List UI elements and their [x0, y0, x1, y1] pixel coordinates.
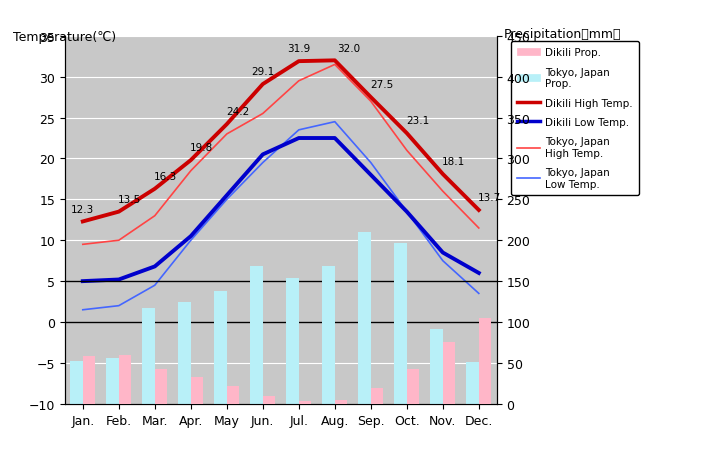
Line: Dikili High Temp.: Dikili High Temp.	[83, 61, 479, 222]
Bar	[251, 267, 263, 404]
Dikili High Temp.	[330, 58, 339, 64]
Text: 32.0: 32.0	[338, 44, 361, 53]
Dikili High Temp.	[150, 186, 159, 192]
Tokyo, Japan
Low Temp.	[294, 128, 303, 133]
Dikili High Temp.	[222, 122, 231, 128]
Dikili Low Temp.	[150, 264, 159, 269]
Tokyo, Japan
Low Temp.	[474, 291, 483, 297]
Tokyo, Japan
Low Temp.	[258, 161, 267, 166]
Bar	[466, 362, 479, 404]
Dikili Low Temp.	[474, 271, 483, 276]
Dikili Low Temp.	[258, 152, 267, 158]
Tokyo, Japan
High Temp.	[186, 168, 195, 174]
Dikili High Temp.	[402, 131, 411, 137]
Bar	[227, 386, 239, 404]
Dikili High Temp.	[258, 82, 267, 88]
Dikili Low Temp.	[366, 173, 375, 178]
Dikili High Temp.	[366, 95, 375, 101]
Tokyo, Japan
High Temp.	[474, 226, 483, 231]
Line: Tokyo, Japan
Low Temp.: Tokyo, Japan Low Temp.	[83, 123, 479, 310]
Dikili High Temp.	[438, 172, 447, 177]
Bar	[371, 388, 383, 404]
Bar	[359, 233, 371, 404]
Text: 31.9: 31.9	[287, 44, 310, 54]
Tokyo, Japan
Low Temp.	[402, 209, 411, 215]
Legend: Dikili Prop., Tokyo, Japan
Prop., Dikili High Temp., Dikili Low Temp., Tokyo, Ja: Dikili Prop., Tokyo, Japan Prop., Dikili…	[510, 42, 639, 196]
Tokyo, Japan
Low Temp.	[114, 303, 123, 309]
Y-axis label: Temperature(℃): Temperature(℃)	[13, 31, 116, 44]
Text: 12.3: 12.3	[71, 204, 94, 214]
Tokyo, Japan
High Temp.	[330, 62, 339, 68]
Bar	[142, 308, 155, 404]
Text: 16.3: 16.3	[154, 172, 177, 181]
Text: 19.8: 19.8	[190, 143, 213, 153]
Tokyo, Japan
Low Temp.	[186, 238, 195, 243]
Dikili Low Temp.	[114, 277, 123, 283]
Dikili High Temp.	[294, 59, 303, 65]
Bar	[191, 377, 203, 404]
Bar	[215, 291, 227, 404]
Text: 29.1: 29.1	[251, 67, 274, 77]
Bar	[155, 369, 167, 404]
Dikili Low Temp.	[330, 136, 339, 141]
Text: 13.7: 13.7	[478, 193, 501, 203]
Dikili High Temp.	[114, 209, 123, 215]
Bar	[71, 362, 83, 404]
Dikili Low Temp.	[222, 193, 231, 199]
Tokyo, Japan
Low Temp.	[330, 120, 339, 125]
Tokyo, Japan
Low Temp.	[222, 197, 231, 203]
Tokyo, Japan
Low Temp.	[150, 283, 159, 288]
Dikili High Temp.	[474, 208, 483, 213]
Tokyo, Japan
High Temp.	[114, 238, 123, 243]
Dikili High Temp.	[186, 158, 195, 163]
Bar	[263, 397, 275, 404]
Tokyo, Japan
High Temp.	[402, 148, 411, 154]
Dikili Low Temp.	[438, 250, 447, 256]
Bar	[335, 400, 347, 404]
Dikili Low Temp.	[78, 279, 87, 284]
Tokyo, Japan
High Temp.	[258, 112, 267, 117]
Bar	[119, 355, 131, 404]
Dikili Low Temp.	[294, 136, 303, 141]
Dikili High Temp.	[78, 219, 87, 225]
Tokyo, Japan
High Temp.	[222, 132, 231, 137]
Tokyo, Japan
Low Temp.	[78, 308, 87, 313]
Bar	[107, 358, 119, 404]
Line: Dikili Low Temp.: Dikili Low Temp.	[83, 139, 479, 281]
Bar	[430, 329, 443, 404]
Tokyo, Japan
High Temp.	[438, 189, 447, 195]
Tokyo, Japan
High Temp.	[150, 213, 159, 219]
Bar	[323, 267, 335, 404]
Bar	[479, 318, 491, 404]
Tokyo, Japan
High Temp.	[294, 79, 303, 84]
Text: Precipitation（mm）: Precipitation（mm）	[504, 28, 621, 40]
Bar	[83, 357, 95, 404]
Bar	[179, 302, 191, 404]
Bar	[287, 278, 299, 404]
Bar	[407, 369, 419, 404]
Bar	[299, 402, 311, 404]
Tokyo, Japan
High Temp.	[366, 99, 375, 105]
Bar	[443, 343, 455, 404]
Tokyo, Japan
Low Temp.	[438, 258, 447, 264]
Text: 24.2: 24.2	[226, 107, 249, 117]
Text: 13.5: 13.5	[118, 194, 141, 204]
Bar	[394, 243, 407, 404]
Tokyo, Japan
Low Temp.	[366, 161, 375, 166]
Dikili Low Temp.	[186, 234, 195, 240]
Dikili Low Temp.	[402, 209, 411, 215]
Text: 27.5: 27.5	[370, 80, 393, 90]
Text: 18.1: 18.1	[442, 157, 465, 167]
Text: 23.1: 23.1	[406, 116, 429, 126]
Tokyo, Japan
High Temp.	[78, 242, 87, 247]
Line: Tokyo, Japan
High Temp.: Tokyo, Japan High Temp.	[83, 65, 479, 245]
